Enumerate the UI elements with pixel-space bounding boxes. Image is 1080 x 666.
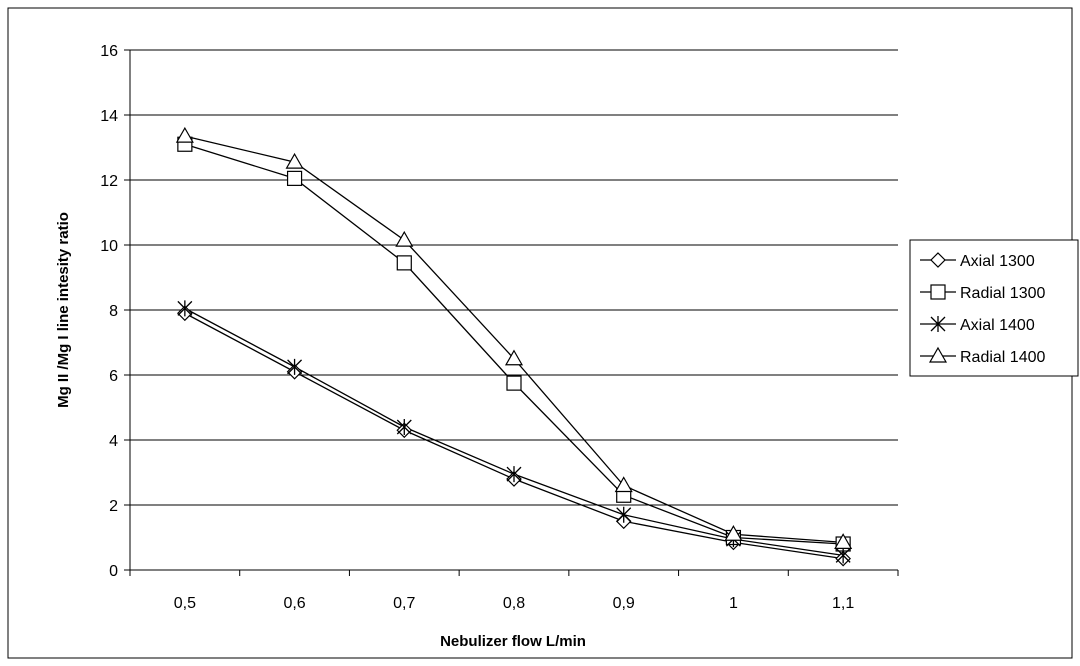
- legend-marker: [930, 284, 946, 300]
- data-point: [396, 255, 412, 271]
- legend-marker: [930, 316, 946, 332]
- data-point-shape: [177, 300, 193, 317]
- data-point: [175, 126, 194, 143]
- data-point: [506, 375, 522, 391]
- y-tick-label: 6: [109, 368, 118, 385]
- legend-marker-shape: [930, 316, 946, 332]
- data-point: [287, 358, 303, 375]
- data-point-shape: [835, 547, 851, 564]
- x-tick-label: 0,6: [283, 595, 305, 612]
- legend-label: Radial 1300: [960, 285, 1046, 302]
- y-tick-label: 4: [109, 433, 118, 450]
- data-point: [504, 349, 524, 366]
- y-tick-label: 8: [109, 303, 118, 320]
- y-tick-label: 16: [100, 43, 118, 60]
- data-point: [177, 300, 193, 317]
- legend-marker: [930, 252, 946, 268]
- legend-label: Axial 1300: [960, 253, 1035, 270]
- x-tick-label: 0,7: [393, 595, 415, 612]
- legend-label: Radial 1400: [960, 349, 1046, 366]
- legend-marker: [928, 346, 948, 363]
- data-point-shape: [396, 419, 412, 435]
- x-tick-label: 1: [729, 595, 738, 612]
- y-tick-label: 12: [100, 173, 118, 190]
- data-point: [834, 533, 853, 549]
- y-tick-label: 2: [109, 498, 118, 515]
- data-point: [286, 170, 303, 186]
- y-tick-label: 0: [109, 563, 118, 580]
- data-point: [395, 230, 414, 247]
- data-point-shape: [506, 466, 522, 483]
- data-point: [614, 476, 633, 493]
- data-point: [396, 419, 412, 435]
- data-point: [285, 152, 304, 169]
- data-point: [616, 506, 632, 523]
- data-point: [835, 547, 851, 564]
- x-tick-label: 0,8: [503, 595, 525, 612]
- x-tick-label: 0,5: [174, 595, 196, 612]
- x-axis-label: Nebulizer flow L/min: [440, 633, 586, 650]
- data-point: [506, 466, 522, 483]
- x-tick-label: 0,9: [613, 595, 635, 612]
- y-axis-label: Mg II /Mg I line intesity ratio: [55, 212, 72, 408]
- plot-area: 0 2 4 6 8 10 12 14 16 0,5 0,6 0,7 0,8 0,9 1 1,1: [100, 43, 899, 612]
- legend: Axial 1300 Radial 1300 Axial 1400 Radial 14…: [909, 239, 1079, 377]
- data-point: [724, 525, 743, 541]
- chart-border: [7, 7, 1073, 659]
- x-tick-label: 1,1: [832, 595, 854, 612]
- data-point-shape: [616, 506, 632, 523]
- data-point-shape: [287, 358, 303, 375]
- y-tick-label: 10: [100, 238, 118, 255]
- legend-label: Axial 1400: [960, 317, 1035, 334]
- y-tick-label: 14: [100, 108, 118, 125]
